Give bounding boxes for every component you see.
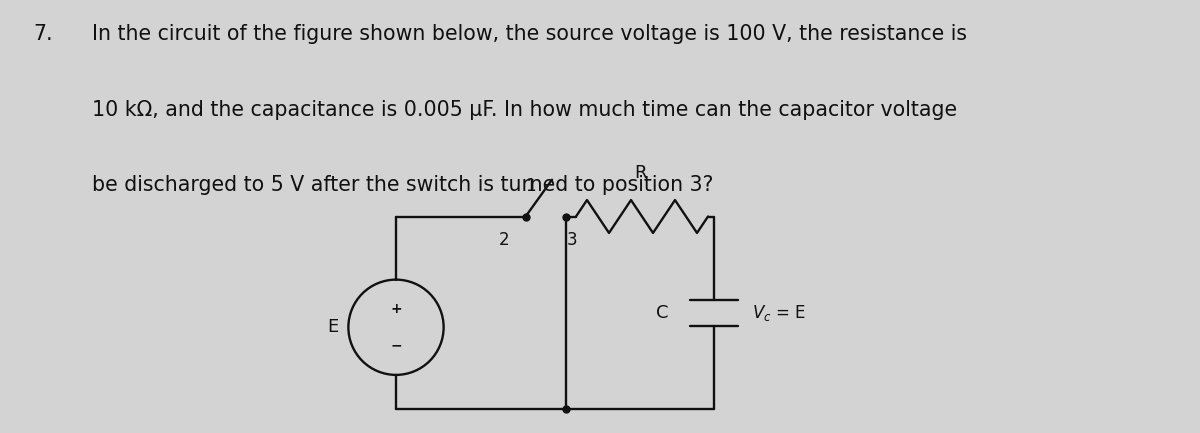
Text: −: − [390, 338, 402, 352]
Text: 7.: 7. [34, 24, 53, 44]
Text: In the circuit of the figure shown below, the source voltage is 100 V, the resis: In the circuit of the figure shown below… [92, 24, 967, 44]
Text: 10 kΩ, and the capacitance is 0.005 μF. In how much time can the capacitor volta: 10 kΩ, and the capacitance is 0.005 μF. … [92, 100, 958, 120]
Text: 2: 2 [499, 231, 509, 249]
Text: be discharged to 5 V after the switch is turned to position 3?: be discharged to 5 V after the switch is… [92, 175, 714, 195]
Text: C: C [656, 304, 668, 322]
Text: $V_c$ = E: $V_c$ = E [752, 303, 806, 323]
Text: 1: 1 [526, 177, 535, 195]
Text: E: E [328, 318, 338, 336]
Text: R: R [634, 164, 647, 182]
Text: +: + [390, 302, 402, 316]
Text: 3: 3 [568, 231, 577, 249]
